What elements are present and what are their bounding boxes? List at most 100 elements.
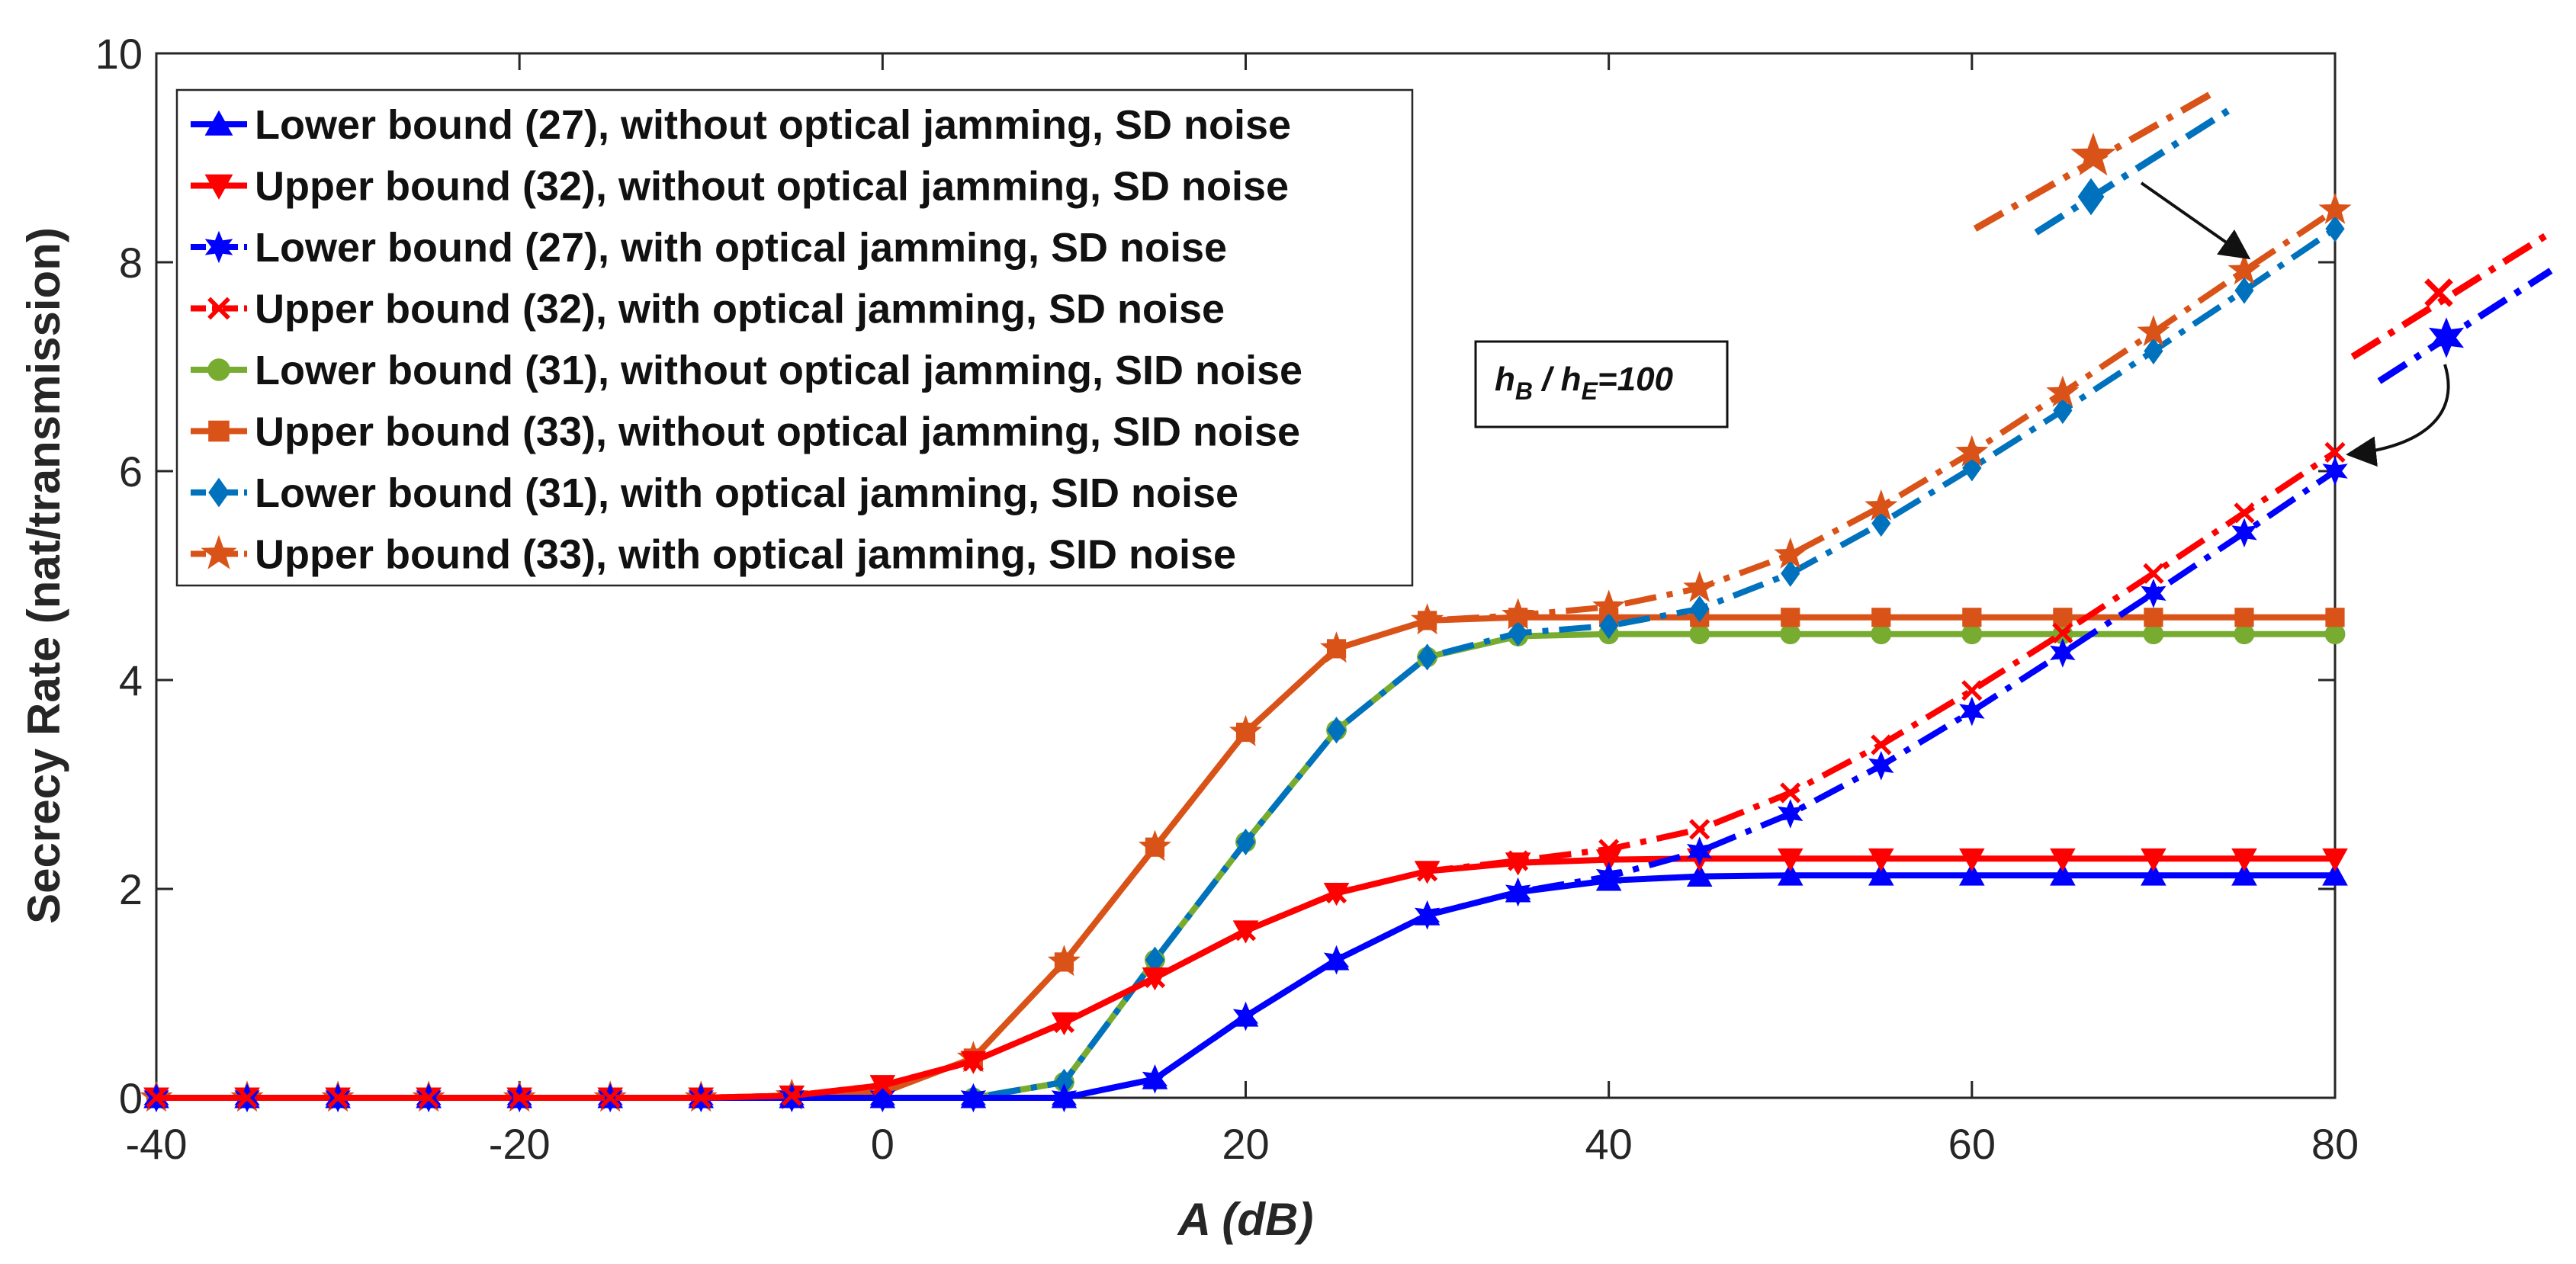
marker-square — [2325, 608, 2345, 627]
marker-x — [2143, 563, 2164, 584]
marker-pentagram — [1229, 714, 1263, 746]
marker-triangle-down — [2231, 848, 2257, 872]
legend-item: Lower bound (31), with optical jamming, … — [191, 470, 1238, 516]
marker-x — [1235, 920, 1257, 942]
marker-hexagram — [1323, 945, 1350, 975]
marker-x — [207, 297, 230, 320]
legend-label: Lower bound (31), without optical jammin… — [255, 348, 1302, 393]
marker-circle — [2234, 624, 2255, 645]
marker-x — [2424, 278, 2453, 307]
marker-hexagram — [2322, 456, 2348, 486]
marker-triangle-up — [2231, 862, 2257, 886]
x-tick-label: 60 — [1948, 1120, 1996, 1168]
marker-x — [781, 1085, 802, 1106]
marker-pentagram — [1774, 537, 1807, 569]
x-axis-label: A (dB) — [1177, 1194, 1314, 1245]
y-tick-label: 10 — [95, 30, 143, 78]
marker-triangle-up — [2322, 862, 2348, 886]
marker-pentagram — [2070, 132, 2116, 176]
legend: Lower bound (27), without optical jammin… — [175, 88, 1414, 587]
legend-label: Lower bound (27), with optical jamming, … — [255, 225, 1227, 271]
marker-x — [1961, 680, 1983, 701]
marker-hexagram — [1232, 1001, 1259, 1031]
marker-hexagram — [2428, 317, 2465, 358]
marker-diamond — [1508, 619, 1528, 646]
marker-diamond — [1235, 828, 1256, 855]
marker-triangle-down — [1868, 848, 1894, 872]
marker-triangle-down — [204, 174, 233, 200]
legend-label: Lower bound (27), without optical jammin… — [255, 102, 1291, 148]
marker-diamond — [2053, 396, 2073, 425]
marker-square — [2144, 608, 2163, 627]
marker-diamond — [1599, 612, 1619, 640]
marker-diamond — [2325, 215, 2345, 242]
y-tick-label: 6 — [119, 448, 143, 496]
marker-circle — [2324, 624, 2346, 645]
marker-x — [690, 1087, 711, 1108]
marker-square — [2053, 608, 2073, 627]
y-tick-label: 2 — [119, 865, 143, 913]
marker-hexagram — [2231, 518, 2257, 548]
marker-pentagram — [1502, 598, 1535, 630]
marker-diamond — [208, 477, 230, 508]
x-tick-label: 80 — [2311, 1120, 2359, 1168]
marker-square — [208, 420, 230, 442]
marker-triangle-up — [1959, 862, 1985, 886]
marker-diamond — [2077, 178, 2105, 216]
marker-triangle-up — [1868, 862, 1894, 886]
marker-x — [236, 1087, 258, 1108]
y-tick-label: 4 — [119, 656, 143, 704]
marker-hexagram — [960, 1083, 987, 1113]
marker-square — [1781, 608, 1800, 627]
marker-triangle-down — [2050, 848, 2076, 872]
marker-pentagram — [1865, 489, 1898, 521]
legend-item: Lower bound (31), without optical jammin… — [191, 348, 1302, 393]
legend-item: Upper bound (33), without optical jammin… — [191, 409, 1300, 455]
marker-hexagram — [1687, 836, 1713, 866]
legend-label: Upper bound (32), without optical jammin… — [255, 164, 1289, 210]
marker-pentagram — [2228, 253, 2261, 285]
marker-circle — [1961, 624, 1983, 645]
y-tick-label: 0 — [119, 1074, 143, 1122]
legend-item: Lower bound (27), with optical jamming, … — [191, 225, 1227, 271]
zoom-arrow-orange — [2140, 181, 2251, 260]
marker-diamond — [2234, 277, 2254, 304]
marker-pentagram — [2046, 375, 2080, 407]
marker-triangle-up — [2141, 862, 2166, 886]
marker-x — [2052, 622, 2073, 643]
marker-x — [1053, 1012, 1075, 1033]
marker-pentagram — [1592, 589, 1626, 621]
marker-pentagram — [1138, 829, 1171, 861]
annotation-box — [1474, 340, 1729, 428]
marker-pentagram — [1047, 945, 1081, 977]
zoom-segment — [1973, 88, 2218, 232]
marker-diamond — [2144, 337, 2163, 365]
marker-hexagram — [1778, 799, 1804, 829]
marker-triangle-down — [2141, 848, 2166, 872]
marker-x — [1689, 819, 1710, 840]
marker-pentagram — [2137, 315, 2170, 347]
marker-diamond — [1054, 1068, 1074, 1096]
marker-triangle-up — [1686, 863, 1713, 887]
marker-x — [1780, 782, 1801, 804]
legend-label: Upper bound (32), with optical jamming, … — [255, 287, 1225, 332]
legend-label: Upper bound (33), without optical jammin… — [255, 409, 1300, 455]
marker-diamond — [1781, 560, 1800, 587]
x-tick-label: 40 — [1585, 1120, 1633, 1168]
marker-x — [1416, 861, 1438, 882]
marker-x — [146, 1087, 167, 1108]
ratio-annotation: hB / hE=100 — [1474, 340, 1729, 428]
marker-x — [509, 1087, 530, 1108]
marker-triangle-up — [204, 110, 233, 136]
marker-pentagram — [1955, 435, 1989, 467]
marker-square — [2234, 608, 2254, 627]
marker-hexagram — [204, 230, 233, 264]
zoom-line — [2350, 229, 2553, 360]
marker-triangle-down — [2322, 848, 2348, 872]
legend-item: Upper bound (33), with optical jamming, … — [191, 532, 1236, 578]
marker-x — [418, 1087, 439, 1108]
x-tick-label: 20 — [1222, 1120, 1269, 1168]
marker-hexagram — [1959, 696, 1985, 727]
legend-label: Lower bound (31), with optical jamming, … — [255, 470, 1238, 516]
